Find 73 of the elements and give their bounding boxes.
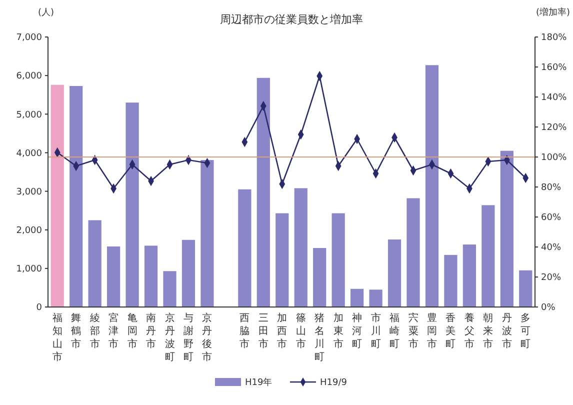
y2-tick-label: 80%: [541, 183, 562, 194]
y2-tick-label: 100%: [541, 153, 568, 164]
x-tick-label: 多可町: [520, 312, 531, 350]
y-tick-label: 6,000: [16, 72, 42, 82]
x-tick-label: 福知山市: [52, 312, 62, 363]
x-tick-label: 京丹波町: [164, 312, 175, 363]
legend-label: H19年: [245, 377, 272, 388]
y-tick-label: 3,000: [16, 187, 42, 198]
y-tick-label: 5,000: [16, 110, 42, 120]
y-tick-label: 0: [36, 303, 42, 314]
x-tick-label: 香美町: [446, 312, 456, 350]
bar: [350, 288, 364, 307]
x-tick-label: 宮津市: [108, 312, 119, 350]
x-tick-label: 豊岡市: [426, 312, 437, 350]
x-tick-label: 朝来市: [483, 312, 494, 350]
bar: [406, 198, 420, 307]
bar: [482, 205, 495, 307]
y2-tick-label: 120%: [541, 123, 568, 134]
bar: [388, 240, 402, 307]
bar: [70, 86, 83, 307]
x-tick-label: 与謝野町: [183, 312, 194, 363]
x-tick-label: 南丹市: [146, 312, 156, 350]
y2-axis-title: (増加率): [536, 7, 570, 18]
x-tick-label: 綾部市: [88, 313, 100, 350]
bar: [500, 150, 514, 307]
bar: [182, 240, 196, 307]
bar: [313, 248, 326, 307]
bar: [462, 244, 476, 307]
bar: [256, 78, 270, 307]
x-tick-label: 丹波市: [502, 313, 512, 350]
y2-tick-label: 60%: [541, 213, 562, 224]
x-tick-label: 三田市: [258, 313, 268, 350]
x-tick-label: 亀岡市: [127, 312, 138, 350]
y2-tick-label: 180%: [541, 33, 568, 44]
chart-title: 周辺都市の従業員数と増加率: [220, 13, 363, 26]
bar: [276, 213, 289, 307]
x-tick-label: 猪名川町: [314, 312, 325, 363]
x-tick-label: 京丹後市: [202, 312, 212, 363]
bar: [200, 160, 214, 307]
y2-tick-label: 140%: [541, 93, 568, 104]
x-tick-label: 神河町: [352, 312, 362, 350]
bar: [163, 271, 176, 307]
legend-label: H19/9: [320, 378, 348, 388]
x-tick-label: 加東市: [333, 312, 344, 350]
bar: [144, 246, 158, 307]
bar: [107, 246, 120, 307]
x-tick-label: 市川町: [370, 312, 381, 350]
x-tick-label: 福崎町: [390, 312, 400, 350]
x-tick-label: 加西市: [277, 312, 288, 350]
x-tick-label: 舞鶴市: [71, 312, 82, 350]
bar: [444, 254, 458, 307]
y-tick-label: 7,000: [16, 33, 42, 44]
bar: [519, 270, 532, 307]
y2-tick-label: 20%: [541, 273, 562, 284]
bar: [50, 84, 64, 307]
x-tick-label: 養父市: [464, 312, 474, 350]
y-tick-label: 2,000: [16, 226, 42, 236]
bar: [126, 102, 139, 307]
x-tick-label: 西脇市: [240, 313, 250, 350]
bar: [425, 65, 439, 307]
y-tick-label: 1,000: [16, 264, 42, 275]
y-tick-label: 4,000: [16, 148, 42, 159]
y2-tick-label: 0%: [541, 303, 556, 314]
bar: [332, 213, 345, 307]
bar: [238, 189, 252, 307]
x-tick-label: 宍粟市: [408, 312, 418, 350]
y2-tick-label: 40%: [541, 243, 562, 254]
bar: [369, 290, 382, 307]
y2-tick-label: 160%: [541, 63, 568, 74]
y-axis-title: (人): [38, 7, 54, 18]
x-tick-label: 篠山市: [296, 312, 306, 350]
bar: [294, 188, 308, 307]
bar: [88, 220, 102, 307]
